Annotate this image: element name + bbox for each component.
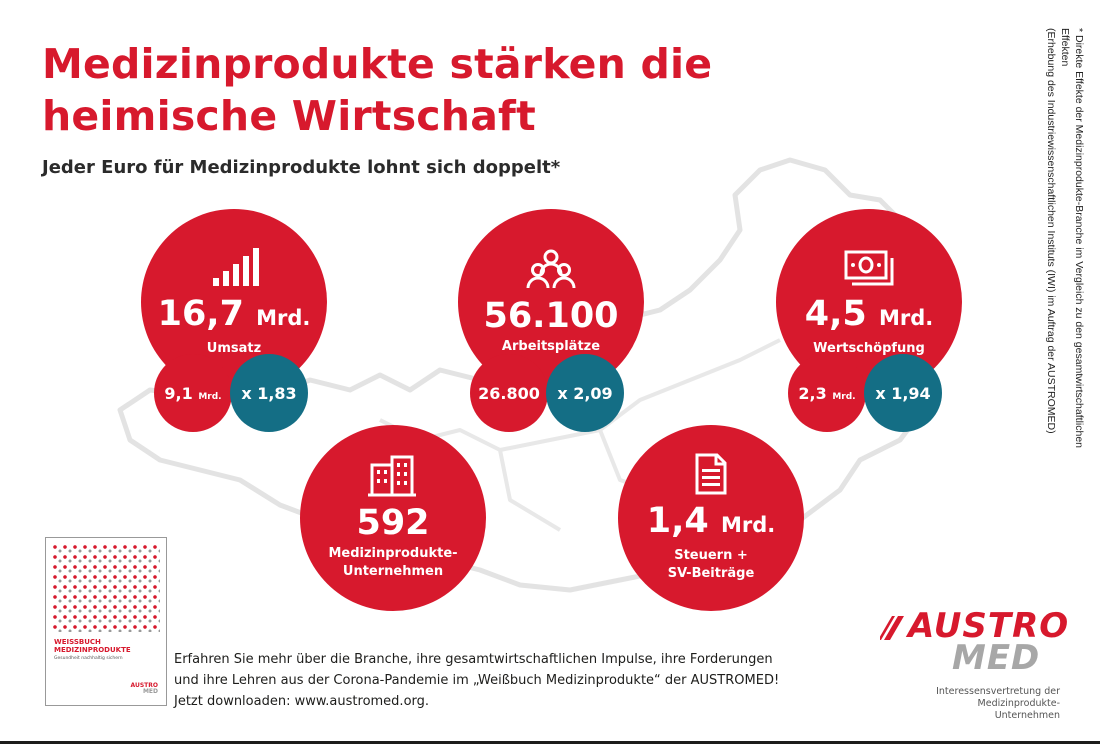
unternehmen-value: 592 <box>356 503 430 543</box>
logo-stripes-icon <box>880 616 904 640</box>
people-group-icon <box>526 249 576 289</box>
steuern-value: 1,4 Mrd. <box>646 501 776 541</box>
wertschoepfung-multiplier-circle: x 1,94 <box>864 354 942 432</box>
logo-med: MED <box>952 638 1041 678</box>
steuern-circle: 1,4 Mrd. Steuern + SV-Beiträge <box>618 425 804 611</box>
umsatz-circle: 16,7 Mrd. Umsatz <box>141 209 327 395</box>
office-building-icon <box>368 455 416 497</box>
bottom-rule <box>0 741 1100 744</box>
arbeitsplaetze-value: 56.100 <box>483 296 619 336</box>
umsatz-value: 16,7 Mrd. <box>157 294 311 334</box>
bar-signal-icon <box>213 248 259 286</box>
umsatz-direct-circle: 9,1 Mrd. <box>154 354 232 432</box>
unternehmen-label: Medizinprodukte- Unternehmen <box>328 546 458 579</box>
arbeitsplaetze-circle: 56.100 Arbeitsplätze <box>458 209 644 395</box>
arbeitsplaetze-multiplier: x 2,09 <box>557 383 613 403</box>
cover-subtitle: Gesundheit nachhaltig sichern <box>54 656 123 661</box>
umsatz-multiplier-circle: x 1,83 <box>230 354 308 432</box>
wertschoepfung-label: Wertschöpfung <box>813 341 925 356</box>
wertschoepfung-multiplier: x 1,94 <box>875 383 931 403</box>
logo-tagline: Interessensvertretung der Medizinprodukte… <box>936 686 1060 721</box>
page-subtitle: Jeder Euro für Medizinprodukte lohnt sic… <box>42 157 561 178</box>
arbeitsplaetze-direct-value: 26.800 <box>478 383 540 403</box>
cover-logo: AUSTRO MED <box>130 682 158 695</box>
umsatz-multiplier: x 1,83 <box>241 383 297 403</box>
wertschoepfung-circle: 4,5 Mrd. Wertschöpfung <box>776 209 962 395</box>
cta-line-3: Jetzt downloaden: www.austromed.org. <box>174 694 430 709</box>
steuern-label: Steuern + SV-Beiträge <box>667 548 755 581</box>
cta-line-2: und ihre Lehren aus der Corona-Pandemie … <box>174 673 780 688</box>
document-icon <box>695 453 727 495</box>
arbeitsplaetze-direct-circle: 26.800 <box>470 354 548 432</box>
footnote: * Direkte Effekte der Medizinprodukte-Br… <box>1044 28 1086 483</box>
wertschoepfung-direct-circle: 2,3 Mrd. <box>788 354 866 432</box>
weissbuch-cover[interactable]: WEISSBUCH MEDIZINPRODUKTE Gesundheit nach… <box>45 537 167 706</box>
unternehmen-circle: 592 Medizinprodukte- Unternehmen <box>300 425 486 611</box>
title-line-1: Medizinprodukte stärken die <box>42 40 713 88</box>
cta-line-1: Erfahren Sie mehr über die Branche, ihre… <box>174 652 773 667</box>
umsatz-label: Umsatz <box>206 341 262 356</box>
footnote-line-2: (Erhebung des Industriewissenschaftliche… <box>1045 28 1057 434</box>
cover-pattern <box>52 544 160 632</box>
arbeitsplaetze-multiplier-circle: x 2,09 <box>546 354 624 432</box>
arbeitsplaetze-label: Arbeitsplätze <box>501 339 601 354</box>
title-line-2: heimische Wirtschaft <box>42 92 536 140</box>
banknote-icon <box>844 250 894 286</box>
cta-text: Erfahren Sie mehr über die Branche, ihre… <box>174 649 779 712</box>
cover-title: WEISSBUCH MEDIZINPRODUKTE <box>54 638 131 654</box>
footnote-line-1: * Direkte Effekte der Medizinprodukte-Br… <box>1059 28 1085 449</box>
wertschoepfung-direct-value: 2,3 Mrd. <box>798 383 856 403</box>
logo-austro: AUSTRO <box>908 606 1070 646</box>
wertschoepfung-value: 4,5 Mrd. <box>804 294 934 334</box>
umsatz-direct-value: 9,1 Mrd. <box>164 383 222 403</box>
page-title: Medizinprodukte stärken die heimische Wi… <box>42 38 712 142</box>
